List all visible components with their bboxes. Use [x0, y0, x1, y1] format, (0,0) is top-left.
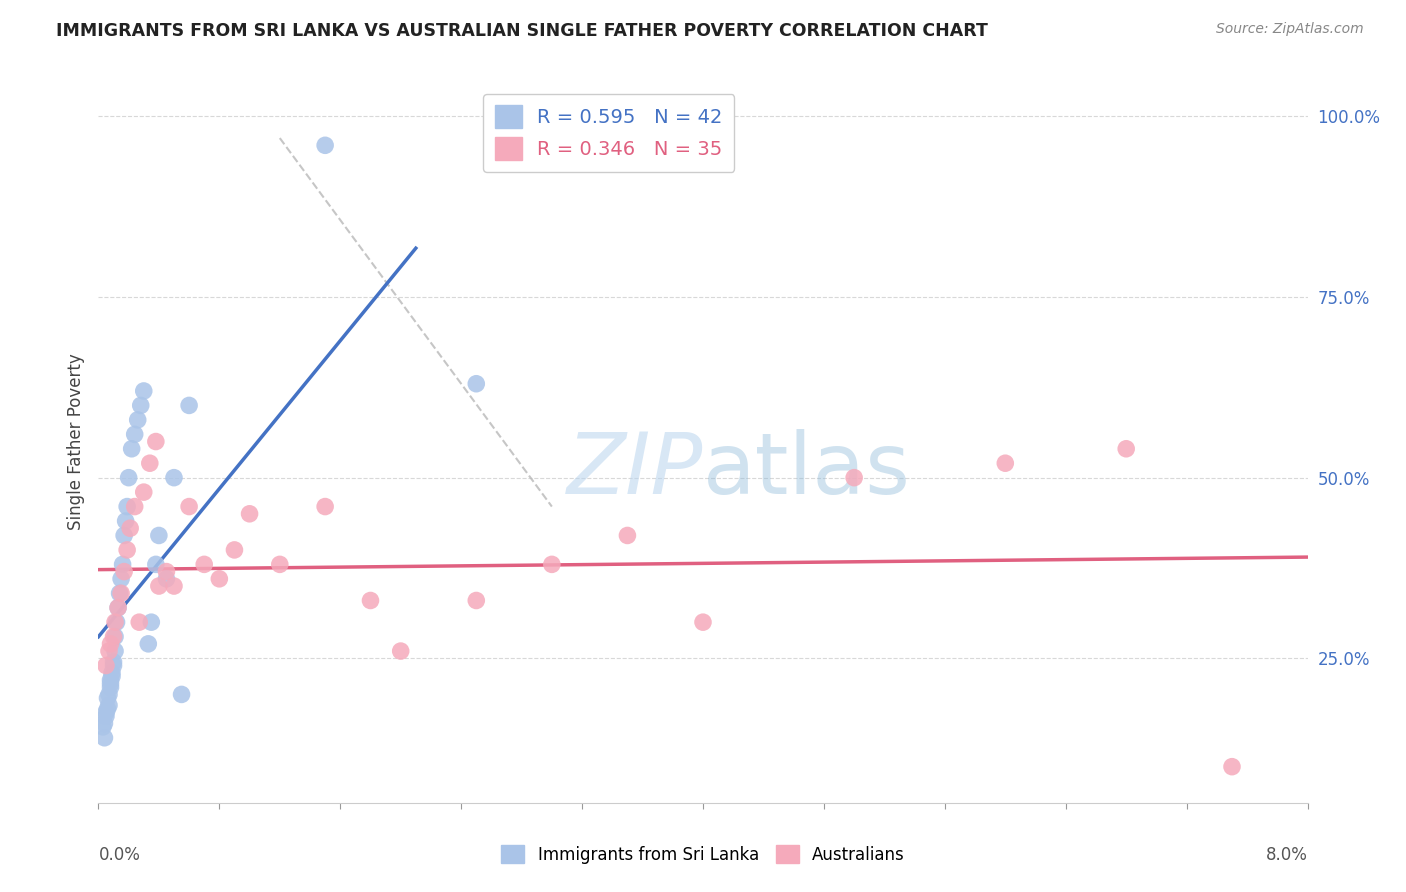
Point	[136, 637, 159, 651]
Point	[127, 413, 149, 427]
Point	[314, 138, 336, 153]
Y-axis label: Single Father Poverty: Single Father Poverty	[66, 353, 84, 530]
Point	[163, 471, 186, 485]
Point	[179, 500, 201, 514]
Point	[103, 630, 125, 644]
Legend: R = 0.595   N = 42, R = 0.346   N = 35: R = 0.595 N = 42, R = 0.346 N = 35	[484, 94, 734, 171]
Point	[616, 528, 638, 542]
Point	[465, 376, 488, 391]
Point	[844, 471, 866, 485]
Point	[112, 528, 135, 542]
Point	[98, 687, 121, 701]
Text: 8.0%: 8.0%	[1265, 847, 1308, 864]
Point	[269, 558, 291, 572]
Point	[148, 579, 170, 593]
Point	[179, 398, 201, 412]
Point	[389, 644, 412, 658]
Point	[91, 720, 114, 734]
Point	[107, 600, 129, 615]
Point	[124, 427, 146, 442]
Point	[98, 644, 121, 658]
Point	[100, 673, 122, 687]
Point	[105, 615, 128, 630]
Point	[121, 442, 143, 456]
Point	[94, 709, 117, 723]
Point	[1220, 760, 1243, 774]
Point	[100, 676, 122, 690]
Point	[104, 644, 127, 658]
Point	[96, 691, 118, 706]
Point	[148, 528, 170, 542]
Point	[360, 593, 382, 607]
Point	[115, 500, 138, 514]
Point	[96, 702, 118, 716]
Point	[465, 593, 488, 607]
Point	[208, 572, 231, 586]
Point	[145, 434, 167, 449]
Point	[692, 615, 714, 630]
Point	[108, 586, 131, 600]
Point	[129, 398, 152, 412]
Point	[994, 456, 1017, 470]
Point	[118, 471, 141, 485]
Point	[155, 572, 177, 586]
Point	[1115, 442, 1137, 456]
Point	[101, 665, 124, 680]
Point	[100, 637, 122, 651]
Legend: Immigrants from Sri Lanka, Australians: Immigrants from Sri Lanka, Australians	[495, 838, 911, 871]
Point	[120, 521, 142, 535]
Point	[110, 586, 132, 600]
Point	[98, 698, 121, 713]
Point	[224, 542, 246, 557]
Point	[128, 615, 150, 630]
Point	[112, 565, 135, 579]
Point	[139, 456, 162, 470]
Point	[93, 731, 115, 745]
Point	[110, 572, 132, 586]
Point	[540, 558, 562, 572]
Text: Source: ZipAtlas.com: Source: ZipAtlas.com	[1216, 22, 1364, 37]
Point	[115, 542, 138, 557]
Point	[104, 630, 127, 644]
Point	[107, 600, 129, 615]
Point	[132, 384, 155, 398]
Point	[101, 669, 124, 683]
Point	[111, 558, 134, 572]
Point	[94, 658, 117, 673]
Point	[100, 680, 122, 694]
Point	[114, 514, 136, 528]
Text: 0.0%: 0.0%	[98, 847, 141, 864]
Point	[132, 485, 155, 500]
Point	[93, 716, 115, 731]
Text: ZIP: ZIP	[567, 429, 703, 512]
Point	[170, 687, 193, 701]
Point	[103, 658, 125, 673]
Point	[163, 579, 186, 593]
Point	[124, 500, 146, 514]
Point	[145, 558, 167, 572]
Point	[94, 706, 117, 720]
Point	[155, 565, 177, 579]
Point	[104, 615, 127, 630]
Point	[103, 655, 125, 669]
Point	[193, 558, 215, 572]
Text: IMMIGRANTS FROM SRI LANKA VS AUSTRALIAN SINGLE FATHER POVERTY CORRELATION CHART: IMMIGRANTS FROM SRI LANKA VS AUSTRALIAN …	[56, 22, 988, 40]
Point	[314, 500, 336, 514]
Text: atlas: atlas	[703, 429, 911, 512]
Point	[239, 507, 262, 521]
Point	[141, 615, 163, 630]
